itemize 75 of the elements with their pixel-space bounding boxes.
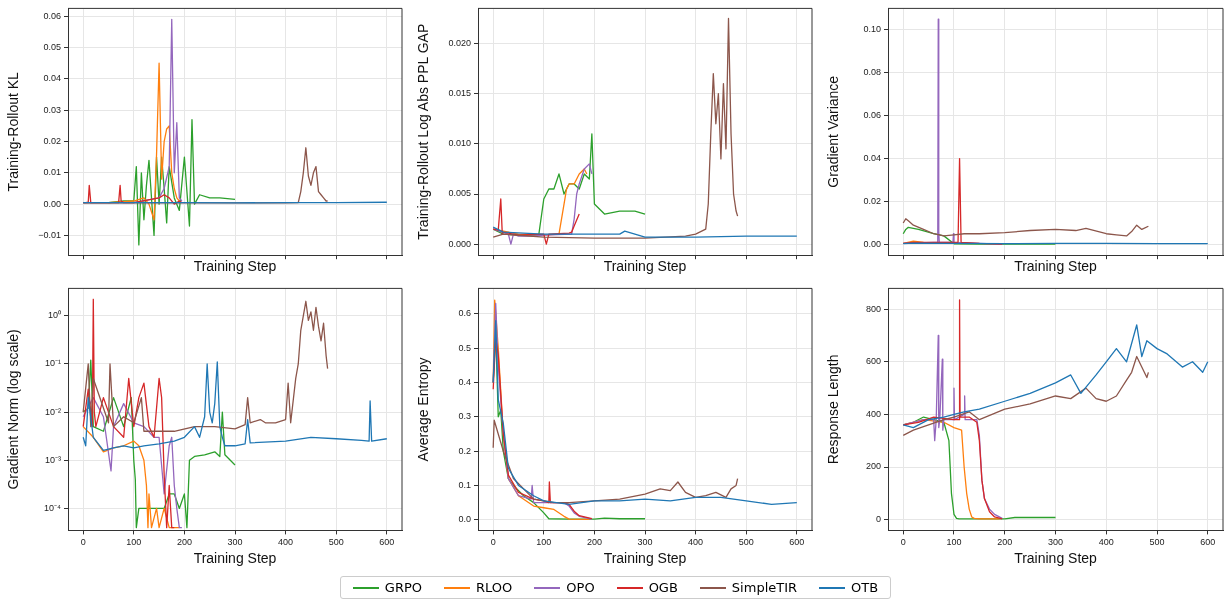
y-tick-label: 0.3 [458,411,471,422]
y-tick-label: 0.00 [863,238,881,249]
y-tick-label: 0.010 [448,138,471,149]
x-tick-label: 600 [1200,537,1216,548]
y-tick-label: 10⁻⁴ [44,502,62,513]
y-axis-title: Gradient Variance [825,75,842,188]
y-axis-title: Training-Rollout Log Abs PPL GAP [415,23,432,240]
x-axis-title: Training Step [603,550,687,567]
y-tick-label: 0.02 [43,135,61,146]
y-tick-label: 10⁻² [44,406,61,417]
y-tick-label: 0.03 [43,104,61,115]
x-tick-label: 400 [1098,537,1114,548]
x-tick-label: 500 [1149,537,1165,548]
y-tick-label: 0.005 [448,188,471,199]
y-tick-label: 0.10 [863,24,881,35]
x-axis-title: Training Step [193,550,277,567]
x-tick-label: 500 [738,537,754,548]
x-tick-label: 100 [946,537,962,548]
y-tick-label: 0.4 [458,376,471,387]
y-tick-label: −0.01 [38,229,61,240]
x-axis-title: Training Step [603,258,687,275]
x-tick-label: 200 [586,537,602,548]
x-tick-label: 400 [278,537,294,548]
y-tick-label: 0.020 [448,38,471,48]
legend-label: RLOO [476,580,513,595]
x-tick-label: 0 [490,537,496,548]
y-axis-title: Gradient Norm (log scale) [5,329,22,490]
x-tick-label: 200 [176,537,192,548]
y-tick-label: 0.04 [43,73,61,84]
y-tick-label: 400 [865,408,881,419]
x-tick-label: 300 [227,537,243,548]
y-tick-label: 0.0 [458,514,471,525]
y-tick-label: 0 [875,514,881,525]
y-axis-title: Response Length [825,354,842,465]
y-tick-label: 0.1 [458,479,471,490]
legend-label: OGB [648,580,678,595]
legend-label: SimpleTIR [731,580,798,595]
x-tick-label: 500 [328,537,344,548]
y-tick-label: 10⁻³ [44,454,61,465]
y-tick-label: 10⁰ [47,310,61,321]
y-tick-label: 0.04 [863,153,881,164]
y-tick-label: 0.06 [863,110,881,121]
legend-label: OPO [566,580,595,595]
x-tick-label: 600 [379,537,395,548]
x-tick-label: 0 [900,537,906,548]
y-axis-title: Average Entropy [415,357,432,462]
x-tick-label: 100 [536,537,552,548]
x-tick-label: 300 [1047,537,1064,548]
y-tick-label: 200 [865,461,881,472]
x-axis-title: Training Step [193,258,277,275]
y-tick-label: 800 [865,303,881,314]
legend-label: OTB [851,580,879,595]
x-axis-title: Training Step [1014,550,1098,567]
y-tick-label: 0.06 [43,10,61,21]
legend-label: GRPO [384,580,423,595]
x-tick-label: 200 [997,537,1013,548]
x-tick-label: 100 [126,537,142,548]
y-tick-label: 0.00 [43,198,61,209]
x-tick-label: 0 [80,537,86,548]
y-tick-label: 0.5 [458,342,471,353]
x-tick-label: 300 [637,537,653,548]
y-tick-label: 0.015 [448,88,471,99]
y-tick-label: 0.000 [448,238,471,249]
y-tick-label: 0.6 [458,308,471,319]
y-tick-label: 0.08 [863,67,881,78]
y-tick-label: 0.01 [43,167,61,178]
x-tick-label: 600 [789,537,805,548]
x-axis-title: Training Step [1014,258,1098,275]
y-tick-label: 600 [865,356,881,367]
y-tick-label: 0.2 [458,445,471,456]
y-tick-label: 0.02 [863,196,881,207]
y-tick-label: 10⁻¹ [44,358,61,369]
x-tick-label: 400 [688,537,704,548]
y-axis-title: Training-Rollout KL [5,71,22,192]
y-tick-label: 0.05 [43,42,61,53]
